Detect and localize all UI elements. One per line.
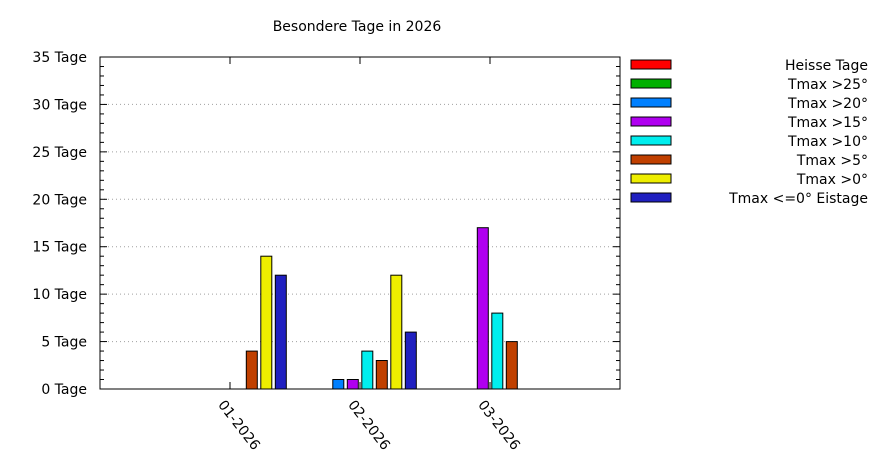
bar-tmax-0-eistage-01-2026 — [274, 274, 287, 390]
legend-label: Tmax >25° — [787, 77, 868, 93]
y-tick-label: 20 Tage — [32, 192, 87, 208]
legend-item: Tmax >0° — [630, 172, 868, 188]
legend-item: Tmax >20° — [630, 96, 868, 112]
legend-item: Heisse Tage — [630, 58, 868, 74]
bar-tmax-5--01-2026 — [245, 350, 258, 390]
x-tick-label: 03-2026 — [474, 398, 523, 454]
legend-swatch-tmax-15- — [630, 116, 672, 127]
bar-tmax-20--02-2026 — [332, 379, 345, 390]
bar-tmax-0--01-2026 — [260, 255, 273, 390]
chart-title: Besondere Tage in 2026 — [273, 19, 442, 35]
legend-swatch-heisse-tage — [630, 59, 672, 70]
y-tick-label: 0 Tage — [41, 382, 87, 398]
y-tick-label: 25 Tage — [32, 145, 87, 161]
legend-item: Tmax >5° — [630, 153, 868, 169]
legend-item: Tmax >15° — [630, 115, 868, 131]
legend: Heisse Tage Tmax >25° Tmax >20° Tmax >15° Tm… — [630, 58, 868, 207]
bars — [245, 227, 518, 390]
bar-tmax-10--02-2026 — [361, 350, 374, 390]
legend-item: Tmax >10° — [630, 134, 868, 150]
x-tick-label: 01-2026 — [214, 398, 263, 454]
x-axis: 01-2026 02-2026 03-2026 — [214, 57, 523, 454]
bar-tmax-5--02-2026 — [375, 360, 388, 390]
y-axis: 0 Tage 5 Tage 10 Tage 15 Tage 20 Tage 25 Tage… — [32, 50, 620, 398]
legend-item: Tmax <=0° Eistage — [630, 191, 868, 207]
legend-label: Tmax >20° — [787, 96, 868, 112]
bar-tmax-5--03-2026 — [505, 341, 518, 390]
legend-label: Heisse Tage — [785, 58, 868, 74]
plot-frame — [99, 56, 621, 390]
legend-label: Tmax <=0° Eistage — [728, 191, 868, 207]
bar-tmax-15--02-2026 — [346, 379, 359, 390]
legend-item: Tmax >25° — [630, 77, 868, 93]
legend-swatch-tmax-25- — [630, 78, 672, 89]
bar-tmax-15--03-2026 — [476, 227, 489, 390]
y-tick-label: 10 Tage — [32, 287, 87, 303]
legend-label: Tmax >15° — [787, 115, 868, 131]
legend-swatch-tmax-10- — [630, 135, 672, 146]
bar-tmax-10--03-2026 — [491, 312, 504, 390]
grid-lines — [100, 103, 620, 343]
y-tick-label: 5 Tage — [41, 335, 87, 351]
x-tick-label: 02-2026 — [344, 398, 393, 454]
y-tick-label: 35 Tage — [32, 50, 87, 66]
legend-swatch-tmax-20- — [630, 97, 672, 108]
bar-tmax-0--02-2026 — [390, 274, 403, 390]
bar-tmax-0-eistage-02-2026 — [404, 331, 417, 390]
legend-swatch-tmax-0-eistage — [630, 192, 672, 203]
legend-swatch-tmax-0- — [630, 173, 672, 184]
legend-swatch-tmax-5- — [630, 154, 672, 165]
legend-label: Tmax >5° — [796, 153, 868, 169]
y-tick-label: 15 Tage — [32, 240, 87, 256]
legend-label: Tmax >10° — [787, 134, 868, 150]
y-tick-label: 30 Tage — [32, 97, 87, 113]
legend-label: Tmax >0° — [796, 172, 868, 188]
